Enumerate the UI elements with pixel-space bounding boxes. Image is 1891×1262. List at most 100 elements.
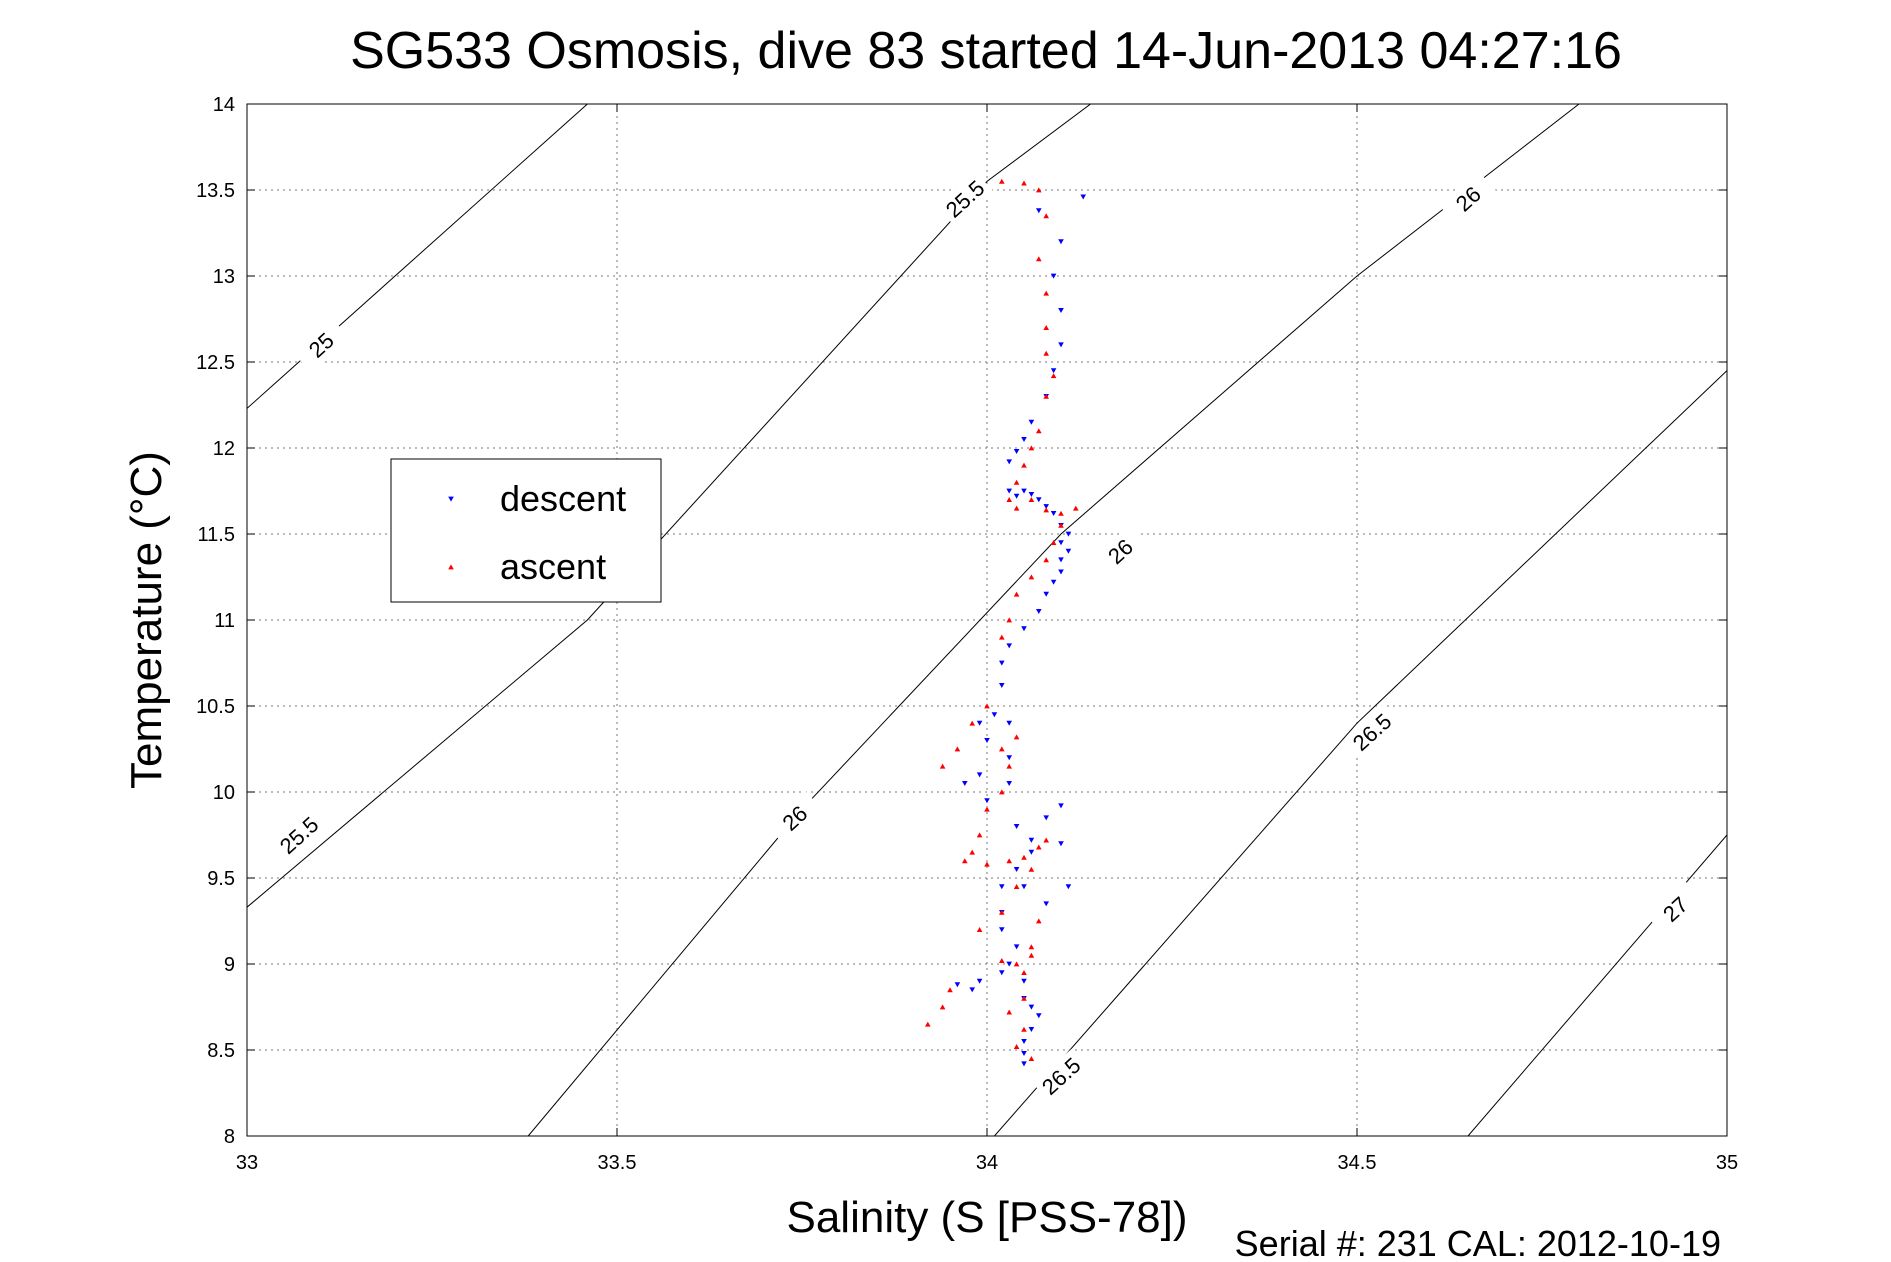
legend-marker-descent	[448, 496, 454, 502]
descent-point	[1058, 239, 1064, 245]
y-axis-ticks: 8 8.5 9 9.5 10 10.5 11 11.5 12 12.5 13 13.5 14	[196, 94, 1727, 1148]
descent-point	[962, 781, 968, 786]
ascent-point	[1043, 557, 1049, 563]
ascent-point	[1028, 952, 1035, 958]
y-tick-label: 8	[224, 1126, 235, 1148]
descent-point	[1028, 492, 1035, 498]
descent-point	[999, 682, 1005, 688]
y-axis-label: Temperature (°C)	[122, 451, 171, 789]
descent-point	[1028, 1026, 1035, 1032]
descent-point	[976, 772, 983, 778]
contour-line-25	[247, 104, 588, 409]
contour-line-25.5	[247, 104, 1091, 908]
descent-point	[1036, 609, 1042, 614]
descent-point	[1021, 1061, 1027, 1067]
ascent-point	[954, 746, 961, 752]
descent-point	[1058, 569, 1064, 575]
ascent-point	[999, 957, 1005, 963]
ascent-point	[1021, 854, 1027, 860]
ascent-point	[1028, 866, 1035, 872]
descent-point	[1028, 419, 1035, 425]
descent-point	[1006, 755, 1012, 761]
x-axis-label: Salinity (S [PSS-78])	[786, 1193, 1187, 1242]
ascent-point	[1036, 918, 1042, 924]
y-tick-label: 8.5	[207, 1040, 235, 1062]
data-series	[925, 178, 1086, 1067]
descent-point	[1058, 841, 1064, 847]
descent-point	[1065, 884, 1072, 890]
y-tick-label: 14	[213, 94, 235, 116]
descent-point	[1036, 1013, 1042, 1019]
x-tick-label: 33.5	[598, 1152, 637, 1174]
ascent-point	[1021, 995, 1027, 1001]
ascent-point	[1013, 961, 1020, 967]
ascent-point	[1028, 497, 1035, 502]
contour-label-bg	[1032, 1048, 1090, 1103]
descent-point	[1050, 579, 1057, 585]
contour-label-bg	[1647, 881, 1704, 937]
descent-point	[1050, 368, 1057, 374]
ascent-point	[976, 832, 983, 838]
descent-point	[1058, 342, 1064, 348]
ascent-point	[1006, 497, 1012, 502]
contour-label-bg	[270, 807, 327, 863]
descent-point	[1006, 488, 1012, 494]
ascent-point	[1073, 505, 1079, 511]
x-axis-ticks: 33 33.5 34 34.5 35	[236, 104, 1738, 1174]
descent-point	[1080, 194, 1086, 200]
y-tick-label: 9	[224, 954, 235, 976]
ascent-point	[976, 927, 983, 932]
descent-point	[1043, 901, 1049, 907]
legend: descent ascent	[390, 458, 662, 603]
descent-point	[1006, 643, 1012, 649]
descent-point	[976, 720, 983, 726]
ascent-point	[1043, 213, 1049, 219]
series-descent	[954, 194, 1086, 1067]
x-tick-label: 35	[1716, 1152, 1738, 1174]
ascent-point	[1058, 510, 1064, 516]
contour-label-bg	[1439, 171, 1497, 226]
ascent-point	[1021, 1026, 1027, 1032]
descent-point	[999, 660, 1005, 666]
ascent-point	[1006, 617, 1012, 623]
ascent-point	[999, 909, 1005, 915]
ascent-point	[1043, 290, 1049, 296]
descent-point	[1013, 867, 1020, 872]
ascent-point	[999, 634, 1005, 640]
legend-marker-ascent	[448, 564, 454, 570]
series-ascent	[925, 178, 1079, 1061]
descent-point	[1021, 884, 1027, 890]
descent-point	[1006, 459, 1012, 465]
y-tick-label: 13.5	[196, 180, 235, 202]
descent-point	[1036, 497, 1042, 503]
descent-point	[1021, 488, 1027, 494]
ascent-point	[1058, 522, 1064, 528]
descent-point	[1050, 273, 1057, 279]
descent-point	[1021, 1039, 1027, 1044]
ascent-point	[939, 1004, 946, 1010]
ascent-point	[969, 849, 975, 855]
ascent-point	[962, 858, 968, 864]
descent-point	[984, 738, 990, 743]
ascent-point	[999, 789, 1005, 795]
footer-serial-cal: Serial #: 231 CAL: 2012-10-19	[1235, 1223, 1721, 1262]
y-tick-label: 10.5	[196, 696, 235, 718]
y-tick-label: 12.5	[196, 352, 235, 374]
descent-point	[1065, 548, 1072, 554]
descent-point	[954, 982, 961, 988]
descent-point	[984, 798, 990, 804]
descent-point	[1006, 961, 1012, 967]
x-tick-label: 34.5	[1338, 1152, 1377, 1174]
descent-point	[1050, 510, 1057, 516]
ascent-point	[1028, 574, 1035, 580]
descent-point	[1058, 803, 1064, 809]
contour-label-bg	[1092, 524, 1149, 579]
ascent-point	[1050, 540, 1057, 545]
contour-label-bg	[766, 790, 823, 845]
ascent-point	[1036, 187, 1042, 193]
ascent-point	[1013, 591, 1020, 597]
y-tick-label: 13	[213, 266, 235, 288]
descent-point	[1028, 1004, 1035, 1010]
grid-lines	[247, 104, 1727, 1136]
